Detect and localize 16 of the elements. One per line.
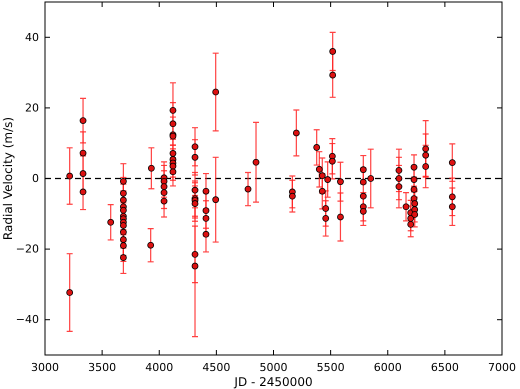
- x-tick-label: 7000: [488, 360, 516, 374]
- x-tick-label: 5500: [316, 360, 345, 374]
- y-tick-label: 40: [25, 30, 39, 44]
- x-tick-label: 3500: [88, 360, 116, 374]
- y-tick-label: 0: [32, 172, 39, 186]
- y-tick-label: 20: [25, 101, 39, 114]
- x-tick-label: 4000: [145, 360, 174, 374]
- x-tick-label: 5000: [260, 360, 288, 374]
- y-tick-label: −40: [16, 313, 39, 326]
- x-tick-label: 4500: [202, 360, 230, 374]
- x-tick-label: 6000: [374, 360, 402, 374]
- y-axis-title: Radial Velocity (m/s): [1, 116, 15, 240]
- x-axis-title: JD - 2450000: [233, 375, 313, 389]
- x-tick-label: 6500: [430, 360, 459, 374]
- x-tick-label: 3000: [31, 360, 59, 374]
- y-tick-label: −20: [16, 242, 39, 256]
